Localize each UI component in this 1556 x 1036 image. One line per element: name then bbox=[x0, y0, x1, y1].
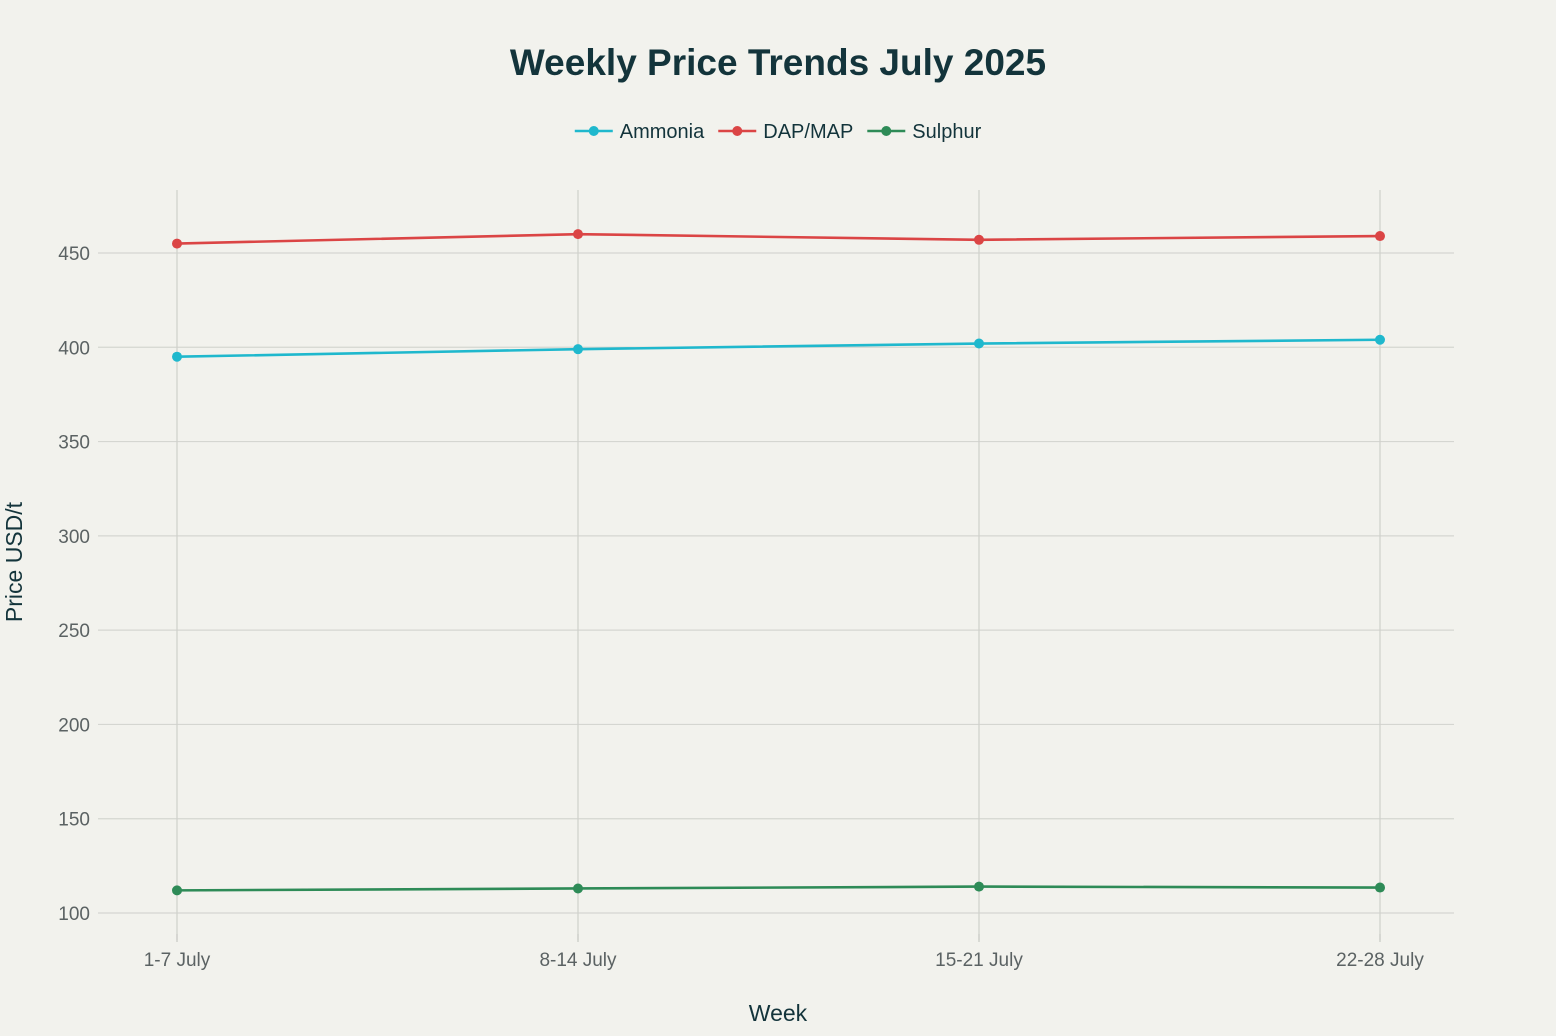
y-tick-label: 150 bbox=[58, 810, 90, 831]
y-axis-title: Price USD/t bbox=[1, 501, 27, 622]
series-line bbox=[176, 885, 1381, 892]
legend-label: DAP/MAP bbox=[763, 121, 853, 143]
y-tick-label: 100 bbox=[58, 904, 90, 925]
data-point[interactable] bbox=[172, 351, 182, 362]
data-point[interactable] bbox=[1375, 231, 1385, 242]
data-point[interactable] bbox=[1375, 334, 1385, 345]
series-line bbox=[176, 232, 1381, 245]
data-point[interactable] bbox=[172, 885, 182, 896]
x-axis-ticks: 1-7 July 8-14 July 15-21 July 22-28 July bbox=[144, 934, 1424, 971]
data-point[interactable] bbox=[573, 229, 583, 240]
data-point[interactable] bbox=[974, 338, 984, 349]
y-tick-label: 250 bbox=[58, 621, 90, 642]
x-tick-label: 8-14 July bbox=[539, 950, 617, 971]
y-tick-label: 450 bbox=[58, 244, 90, 265]
y-tick-label: 350 bbox=[58, 433, 90, 454]
data-point[interactable] bbox=[974, 881, 984, 892]
legend-item[interactable]: DAP/MAP bbox=[718, 121, 853, 143]
legend-swatch-marker bbox=[881, 126, 892, 136]
y-axis-ticks: 100 150 200 250 300 350 400 450 bbox=[58, 244, 90, 925]
legend-label: Sulphur bbox=[912, 121, 981, 143]
data-point[interactable] bbox=[172, 238, 182, 249]
y-tick-label: 300 bbox=[58, 527, 90, 548]
legend-item[interactable]: Sulphur bbox=[867, 121, 982, 143]
legend-label: Ammonia bbox=[620, 121, 705, 143]
grid bbox=[98, 190, 1454, 940]
x-tick-label: 22-28 July bbox=[1336, 950, 1424, 971]
data-point[interactable] bbox=[573, 883, 583, 894]
legend-item[interactable]: Ammonia bbox=[574, 121, 705, 143]
legend-swatch-marker bbox=[588, 126, 599, 136]
series-line bbox=[176, 338, 1381, 359]
y-tick-label: 400 bbox=[58, 338, 90, 359]
chart-title: Weekly Price Trends July 2025 bbox=[510, 42, 1046, 83]
data-point[interactable] bbox=[573, 344, 583, 355]
series-ammonia bbox=[172, 334, 1385, 362]
x-tick-label: 1-7 July bbox=[144, 950, 211, 971]
x-tick-label: 15-21 July bbox=[935, 950, 1023, 971]
y-tick-label: 200 bbox=[58, 715, 90, 736]
x-axis-title: Week bbox=[749, 1000, 808, 1026]
data-point[interactable] bbox=[1375, 882, 1385, 893]
series-sulphur bbox=[172, 881, 1385, 896]
series-dap-map bbox=[172, 229, 1385, 249]
legend-swatch-marker bbox=[732, 126, 743, 136]
data-point[interactable] bbox=[974, 234, 984, 245]
series-lines bbox=[172, 229, 1385, 896]
legend[interactable]: Ammonia DAP/MAP Sulphur bbox=[574, 121, 982, 143]
